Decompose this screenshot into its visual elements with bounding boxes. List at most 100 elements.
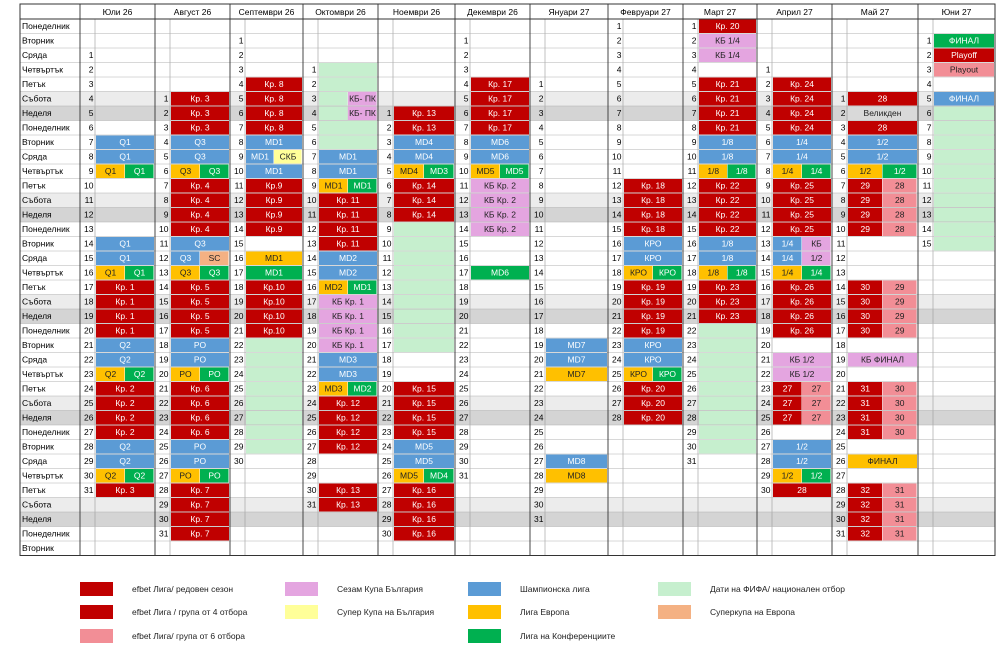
event-label: КБ Кр. 2 (484, 195, 516, 205)
day-number: 1 (312, 65, 317, 75)
event-cell (424, 164, 454, 178)
event-cell (171, 193, 229, 207)
event-label: 1/2 (811, 471, 823, 481)
day-number: 29 (234, 442, 244, 452)
row-bg (20, 483, 995, 498)
event-cell (699, 150, 756, 164)
day-number: 2 (312, 79, 317, 89)
event-cell (246, 193, 302, 207)
event-cell (699, 92, 756, 106)
day-number: 1 (539, 79, 544, 89)
event-label: MD7 (568, 369, 586, 379)
event-cell (773, 106, 831, 120)
event-cell (96, 251, 154, 265)
event-cell (394, 150, 454, 164)
day-number: 11 (762, 210, 771, 220)
event-cell (624, 266, 653, 280)
weekday: Събота (22, 500, 52, 510)
event-label: 1/2 (894, 166, 906, 176)
day-number: 2 (89, 65, 94, 75)
day-number: 10 (922, 166, 932, 176)
day-number: 21 (534, 369, 544, 379)
event-label: MD1 (354, 181, 372, 191)
day-number: 25 (612, 369, 622, 379)
day-number: 26 (307, 427, 317, 437)
event-cell (624, 411, 682, 425)
event-cell (96, 295, 154, 309)
event-cell (96, 483, 154, 497)
event-cell (802, 396, 831, 410)
day-number: 7 (617, 108, 622, 118)
weekday: Четвъртък (22, 471, 63, 481)
day-number: 23 (307, 384, 317, 394)
day-number: 2 (766, 79, 771, 89)
event-cell (848, 150, 917, 164)
day-number: 16 (687, 239, 697, 249)
event-label: Q2 (119, 456, 131, 466)
event-cell (200, 367, 229, 381)
day-number: 30 (534, 500, 544, 510)
day-number: 20 (234, 311, 244, 321)
row-bg (20, 33, 995, 48)
event-label: 1/4 (811, 268, 823, 278)
legend-swatch (285, 605, 318, 619)
event-cell (624, 367, 653, 381)
event-cell (773, 222, 831, 236)
event-label: 29 (895, 311, 905, 321)
day-number: 8 (617, 123, 622, 133)
event-cell (546, 454, 607, 468)
event-cell (394, 454, 454, 468)
event-label: Кр. 8 (264, 108, 283, 118)
event-cell (319, 179, 348, 193)
event-cell (319, 324, 377, 338)
event-cell (246, 309, 302, 323)
day-number: 21 (84, 340, 94, 350)
day-number: 28 (612, 413, 622, 423)
event-label: Кр. 20 (716, 21, 740, 31)
event-cell (773, 367, 831, 381)
day-number: 5 (239, 94, 244, 104)
event-label: 28 (895, 195, 905, 205)
event-cell (934, 164, 994, 178)
day-number: 2 (539, 94, 544, 104)
day-number: 20 (612, 297, 622, 307)
day-number: 28 (382, 500, 392, 510)
event-cell (348, 92, 377, 106)
event-cell (699, 353, 756, 367)
event-cell (246, 353, 302, 367)
event-label: 32 (861, 500, 871, 510)
day-number: 18 (234, 282, 244, 292)
event-cell (394, 179, 454, 193)
legend-label: efbet Лига / група от 4 отбора (132, 607, 248, 617)
event-cell (471, 222, 529, 236)
event-cell (699, 309, 756, 323)
event-label: КБ Кр. 2 (484, 181, 516, 191)
event-cell (246, 440, 302, 454)
day-number: 13 (687, 195, 697, 205)
event-label: Кр. 12 (336, 398, 360, 408)
event-cell (546, 353, 607, 367)
event-cell (773, 135, 831, 149)
event-cell (171, 135, 229, 149)
day-number: 13 (307, 239, 317, 249)
day-number: 7 (164, 181, 169, 191)
day-number: 1 (239, 36, 244, 46)
event-cell (319, 280, 348, 294)
weekday: Неделя (22, 108, 52, 118)
event-cell (934, 34, 994, 48)
event-label: MD8 (568, 471, 586, 481)
event-label: 1/8 (722, 253, 734, 263)
event-cell (96, 353, 154, 367)
day-number: 29 (459, 442, 469, 452)
event-label: 1/2 (859, 166, 871, 176)
day-number: 24 (307, 398, 317, 408)
event-cell (171, 121, 229, 135)
event-cell (934, 121, 994, 135)
event-cell (125, 469, 154, 483)
day-number: 8 (239, 137, 244, 147)
weekday: Сряда (22, 355, 47, 365)
event-label: MD7 (568, 340, 586, 350)
event-label: 27 (812, 384, 822, 394)
day-number: 17 (836, 326, 846, 336)
event-label: Кр. 23 (716, 311, 740, 321)
